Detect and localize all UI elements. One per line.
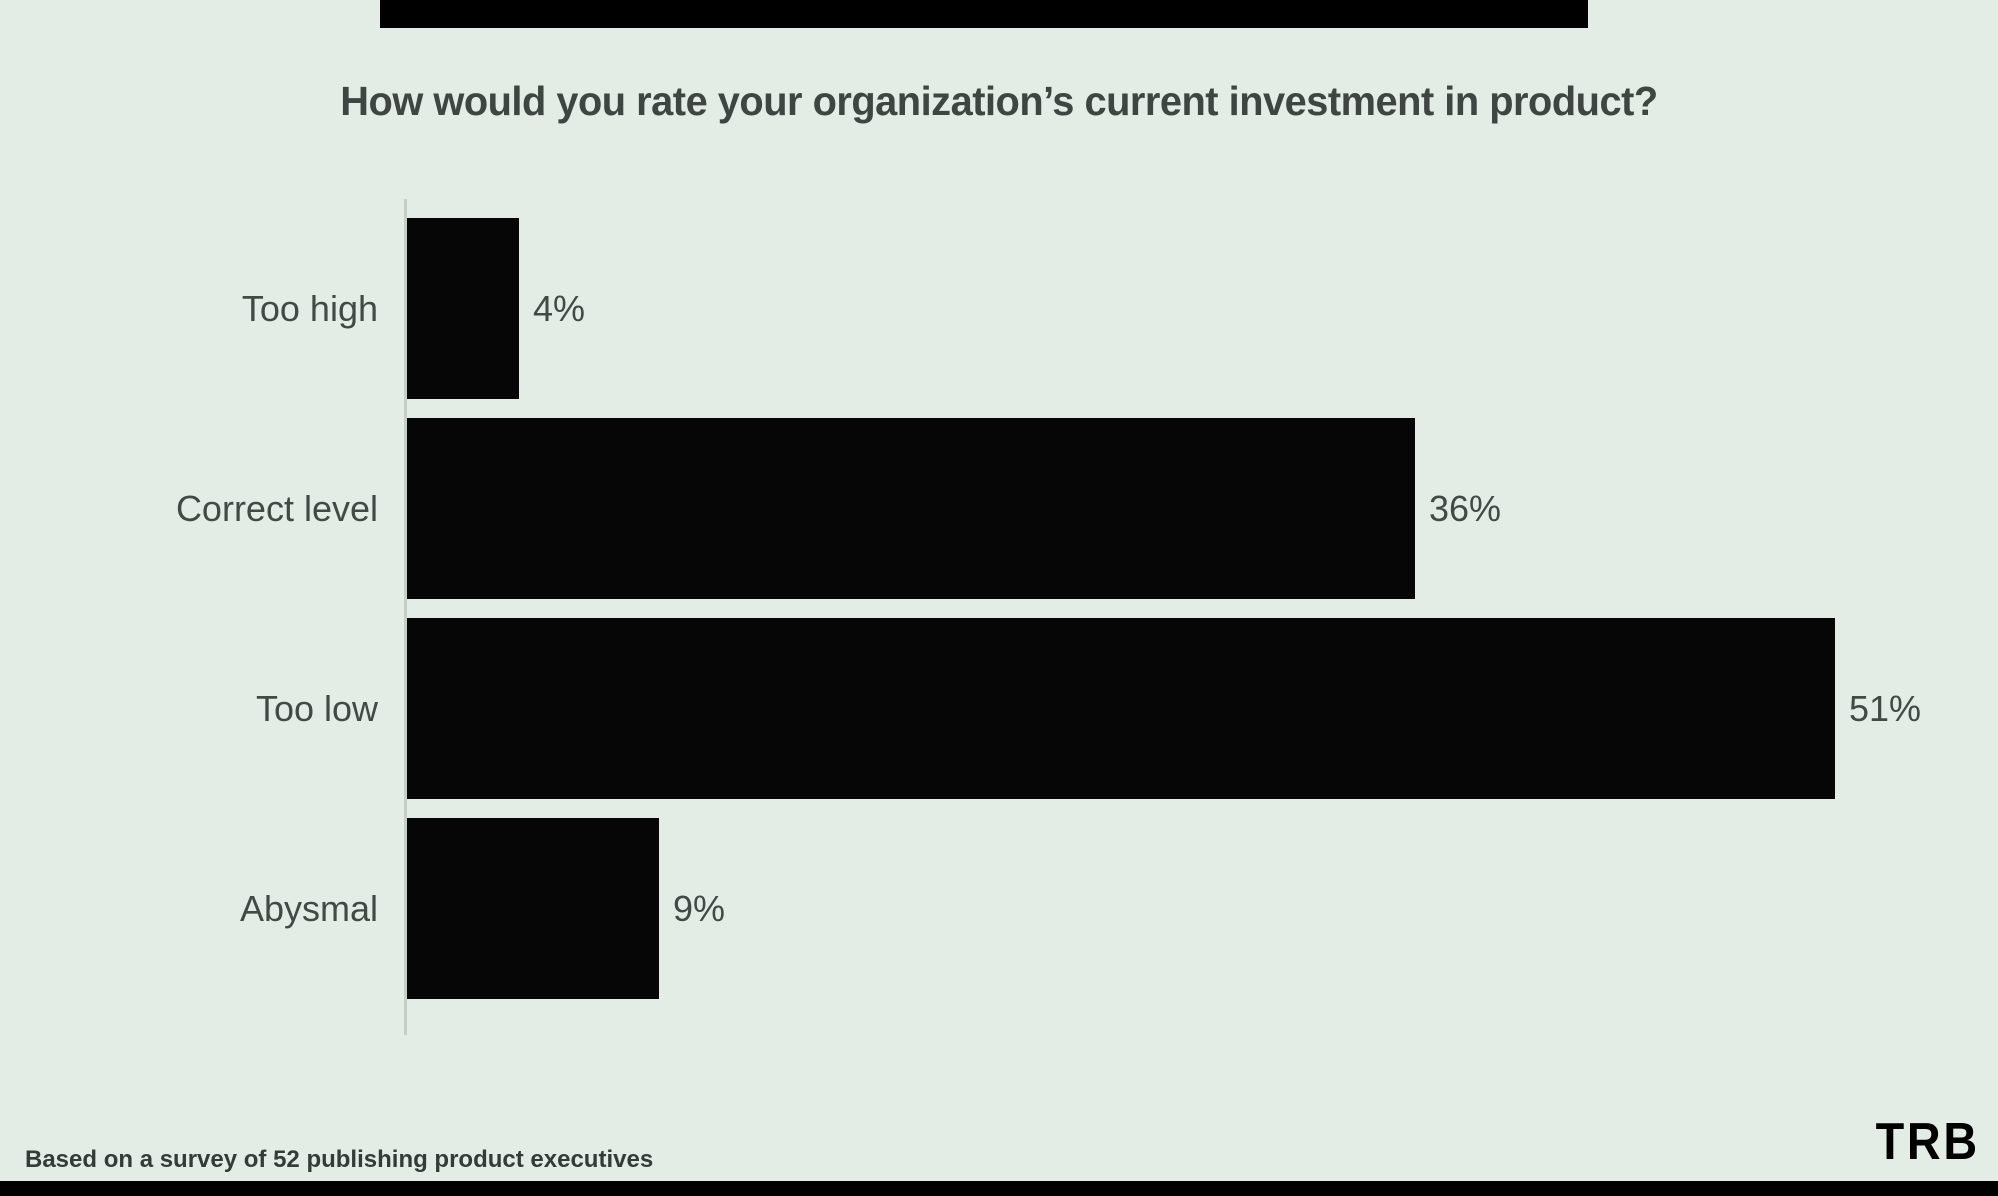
value-label: 4% (533, 287, 586, 329)
category-label: Too high (241, 287, 378, 329)
value-label: 51% (1849, 687, 1922, 729)
y-axis-line (404, 199, 407, 1035)
category-label: Too low (255, 687, 378, 729)
bar-row-abysmal: Abysmal 9% (0, 818, 1998, 999)
bar (407, 618, 1835, 799)
bar (407, 418, 1415, 599)
category-label: Correct level (175, 487, 378, 529)
top-black-strip (380, 0, 1588, 28)
bottom-black-strip (0, 1181, 1998, 1196)
bar-row-correct-level: Correct level 36% (0, 418, 1998, 599)
bar (407, 218, 519, 399)
bar (407, 818, 659, 999)
source-note: Based on a survey of 52 publishing produ… (25, 1146, 654, 1173)
trb-logo: TRB (1875, 1113, 1980, 1171)
value-label: 9% (673, 887, 726, 929)
chart-title: How would you rate your organization’s c… (340, 78, 1658, 124)
category-label: Abysmal (239, 887, 378, 929)
bar-row-too-low: Too low 51% (0, 618, 1998, 799)
bar-row-too-high: Too high 4% (0, 218, 1998, 399)
value-label: 36% (1429, 487, 1502, 529)
